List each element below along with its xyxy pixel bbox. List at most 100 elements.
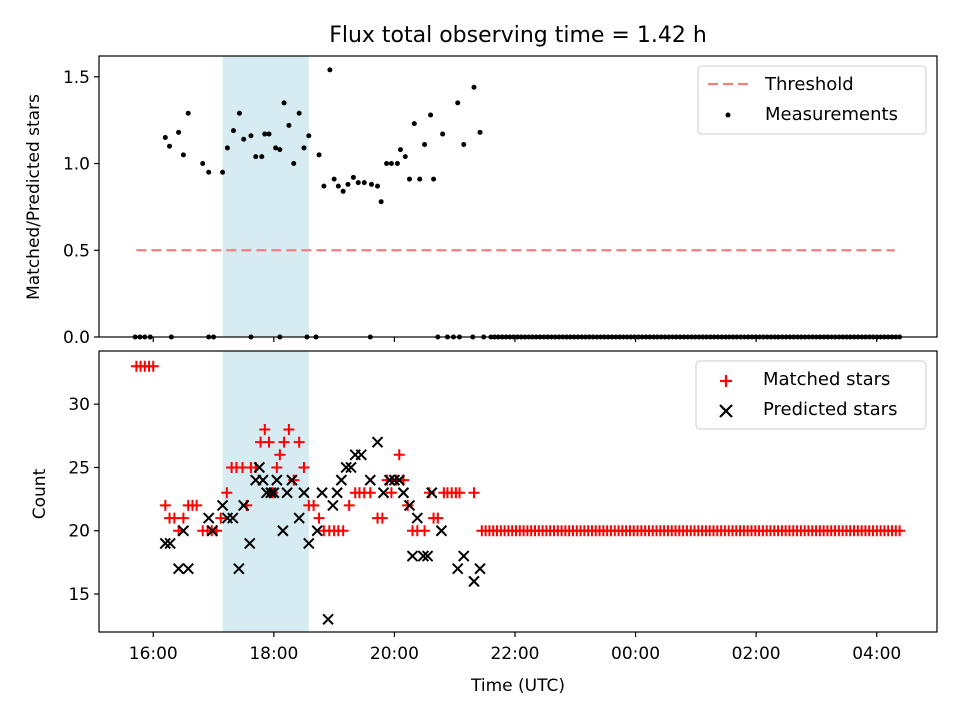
- bottom-panel: 15 20 25 30 16:00 18:00 20:00 22:00 00:00 02:00 04…: [30, 350, 938, 696]
- predicted-star-point: [355, 449, 367, 461]
- matched-star-point: [337, 525, 349, 537]
- matched-star-point: [432, 512, 444, 524]
- measurement-point: [266, 131, 272, 137]
- measurement-point: [185, 110, 191, 116]
- measurement-point: [369, 181, 375, 187]
- predicted-star-point: [331, 487, 343, 499]
- measurement-point: [355, 180, 361, 186]
- top-axes-frame: [98, 55, 938, 338]
- matched-star-point: [894, 525, 906, 537]
- top-panel: 0.0 0.5 1.0 1.5 Matched/Predicted stars Thr…: [24, 55, 938, 348]
- predicted-star-point: [340, 461, 352, 474]
- predicted-star-point: [237, 499, 250, 512]
- matched-star-point: [308, 499, 320, 511]
- predicted-star-point: [182, 563, 194, 575]
- matched-star-point: [454, 487, 466, 499]
- measurement-point: [340, 188, 346, 194]
- bottom-legend: Matched stars Predicted stars: [695, 360, 927, 430]
- measurement-point: [281, 100, 287, 106]
- measurement-point: [236, 110, 242, 116]
- predicted-star-point: [406, 550, 419, 562]
- matched-star-points: [130, 360, 906, 537]
- measurement-point: [417, 176, 423, 182]
- matched-star-point: [147, 360, 159, 372]
- bottom-xtick-label: 04:00: [852, 644, 901, 664]
- predicted-star-point: [303, 537, 315, 550]
- predicted-star-point: [371, 436, 384, 448]
- matched-star-point: [376, 512, 388, 524]
- predicted-star-point: [364, 474, 377, 486]
- top-ytick-label: 0.5: [63, 241, 90, 261]
- predicted-star-point: [458, 550, 470, 562]
- matched-star-point: [191, 499, 203, 511]
- predicted-star-point: [244, 537, 256, 550]
- matched-star-point: [259, 423, 271, 435]
- matched-star-point: [313, 512, 325, 524]
- measurement-point: [455, 100, 461, 106]
- predicted-star-point: [474, 563, 486, 575]
- measurement-point: [406, 176, 412, 182]
- measurement-point: [286, 122, 292, 128]
- measurement-point: [397, 147, 403, 153]
- measurement-point: [335, 183, 341, 189]
- matched-star-point: [283, 423, 295, 435]
- matched-star-point: [221, 487, 233, 499]
- legend-predicted-swatch: [719, 404, 733, 418]
- matched-star-point: [288, 474, 300, 486]
- measurement-point: [167, 143, 173, 149]
- measurement-point: [306, 133, 312, 139]
- measurement-point: [411, 121, 417, 127]
- predicted-star-point: [411, 512, 424, 524]
- predicted-star-point: [426, 487, 438, 499]
- bottom-ytick-label: 15: [68, 585, 90, 605]
- matched-star-point: [402, 499, 414, 511]
- measurement-point: [162, 135, 168, 141]
- predicted-star-point: [335, 474, 348, 486]
- measurement-point: [230, 128, 236, 134]
- bottom-xlabel: Time (UTC): [470, 676, 565, 696]
- predicted-star-point: [316, 487, 328, 499]
- predicted-star-point: [172, 563, 185, 575]
- predicted-star-point: [417, 550, 430, 562]
- predicted-star-point: [203, 512, 215, 524]
- predicted-star-point: [311, 525, 323, 537]
- measurement-point: [331, 176, 337, 182]
- matched-star-point: [278, 436, 290, 448]
- matched-star-point: [159, 499, 171, 511]
- measurement-point: [262, 131, 268, 137]
- matched-star-point: [393, 449, 405, 461]
- top-ytick-label: 0.0: [63, 328, 90, 348]
- matched-star-point: [293, 436, 305, 448]
- predicted-star-point: [286, 474, 298, 486]
- measurement-point: [259, 154, 265, 160]
- measurement-point: [350, 174, 356, 180]
- matched-star-point: [177, 512, 189, 524]
- measurement-point: [422, 141, 428, 147]
- top-ytick-label: 1.0: [63, 155, 90, 175]
- measurement-point: [277, 147, 283, 153]
- measurement-point: [388, 161, 394, 167]
- measurement-point: [180, 152, 186, 158]
- measurement-point: [378, 199, 384, 205]
- predicted-star-point: [268, 487, 280, 499]
- measurement-point: [206, 169, 212, 175]
- bottom-xtick-label: 02:00: [732, 644, 781, 664]
- predicted-star-point: [281, 487, 293, 499]
- legend-matched-swatch: [720, 375, 732, 387]
- measurement-point: [321, 183, 327, 189]
- predicted-star-point: [403, 499, 416, 512]
- predicted-star-point: [377, 487, 390, 499]
- measurement-point: [477, 129, 483, 135]
- bottom-ylabel: Count: [30, 468, 50, 519]
- measurement-point: [176, 129, 182, 135]
- predicted-star-point: [421, 550, 434, 562]
- measurement-point: [471, 84, 477, 90]
- measurement-point: [224, 145, 230, 151]
- matched-star-point: [468, 487, 480, 499]
- top-ylabel: Matched/Predicted stars: [24, 94, 44, 300]
- predicted-star-point: [397, 487, 410, 499]
- measurement-point: [253, 154, 259, 160]
- predicted-star-point: [227, 512, 239, 524]
- top-ytick-label: 1.5: [63, 68, 90, 88]
